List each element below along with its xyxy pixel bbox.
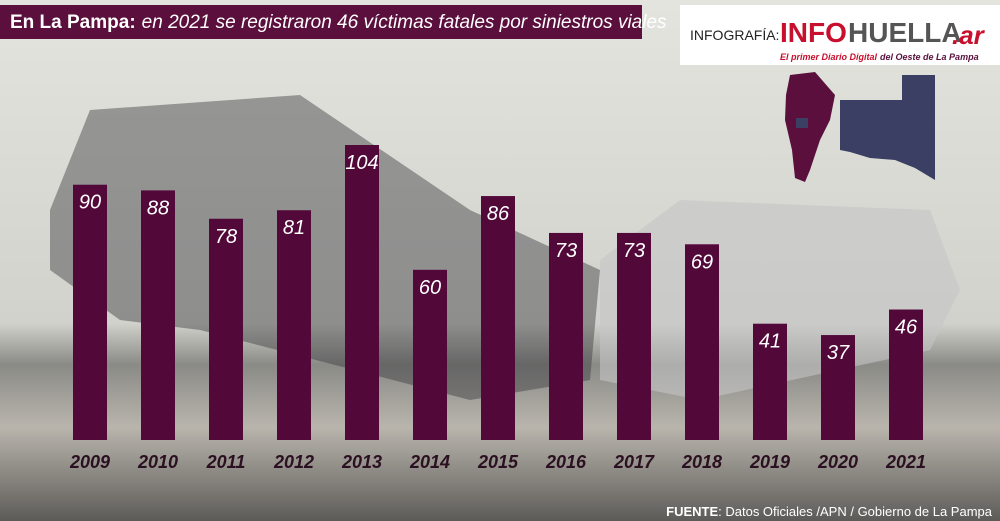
- bar: [209, 218, 243, 440]
- bar: [685, 244, 719, 440]
- bar: [821, 335, 855, 440]
- x-tick-label: 2016: [545, 452, 587, 472]
- bar: [345, 145, 379, 440]
- chart-title: En La Pampa: en 2021 se registraron 46 ví…: [10, 12, 667, 33]
- value-label: 78: [215, 226, 237, 248]
- value-label: 60: [419, 277, 441, 299]
- x-tick-label: 2021: [885, 452, 926, 472]
- value-label: 86: [487, 203, 510, 225]
- x-tick-label: 2020: [817, 452, 858, 472]
- logo-huella: HUELLA: [848, 17, 962, 48]
- value-label: 90: [79, 192, 101, 214]
- x-tick-label: 2018: [681, 452, 722, 472]
- x-tick-label: 2010: [137, 452, 178, 472]
- bar: [413, 269, 447, 440]
- value-label: 41: [759, 331, 781, 353]
- car-dark: [50, 95, 600, 400]
- value-label: 81: [283, 217, 305, 239]
- x-tick-label: 2015: [477, 452, 519, 472]
- bar: [889, 309, 923, 440]
- bar: [73, 184, 107, 440]
- map-la-pampa: [840, 75, 935, 180]
- x-tick-label: 2017: [613, 452, 655, 472]
- x-tick-label: 2012: [273, 452, 314, 472]
- x-tick-label: 2013: [341, 452, 382, 472]
- logo-label: INFOGRAFÍA:: [690, 27, 779, 43]
- map-highlight: [796, 118, 808, 128]
- x-tick-label: 2014: [409, 452, 450, 472]
- value-label: 73: [623, 240, 645, 262]
- bar: [549, 232, 583, 440]
- title-bar: [0, 5, 642, 39]
- value-label: 88: [147, 197, 169, 219]
- bar: [277, 210, 311, 440]
- value-label: 37: [827, 342, 850, 364]
- title-lead: En La Pampa:: [10, 12, 136, 33]
- tagline-b: del Oeste de La Pampa: [880, 52, 979, 62]
- logo-tagline: El primer Diario Digital del Oeste de La …: [780, 52, 979, 62]
- x-tick-label: 2011: [206, 452, 246, 472]
- x-tick-label: 2019: [749, 452, 790, 472]
- source-lead: FUENTE: [666, 504, 718, 519]
- logo-tld: .ar: [952, 20, 986, 50]
- map-argentina: [785, 72, 835, 182]
- value-label: 46: [895, 317, 918, 339]
- value-label: 69: [691, 251, 713, 273]
- x-tick-label: 2009: [69, 452, 110, 472]
- bar: [481, 196, 515, 440]
- title-text: en 2021 se registraron 46 víctimas fatal…: [142, 12, 667, 33]
- bar: [753, 323, 787, 440]
- logo-info: INFO: [780, 17, 847, 48]
- source-text: : Datos Oficiales /APN / Gobierno de La …: [718, 504, 993, 519]
- value-label: 104: [345, 152, 378, 174]
- bar: [617, 232, 651, 440]
- bar: [141, 190, 175, 440]
- source: FUENTE: Datos Oficiales /APN / Gobierno …: [666, 504, 993, 519]
- value-label: 73: [555, 240, 577, 262]
- tagline-a: El primer Diario Digital: [780, 52, 878, 62]
- logo-box: [680, 5, 1000, 65]
